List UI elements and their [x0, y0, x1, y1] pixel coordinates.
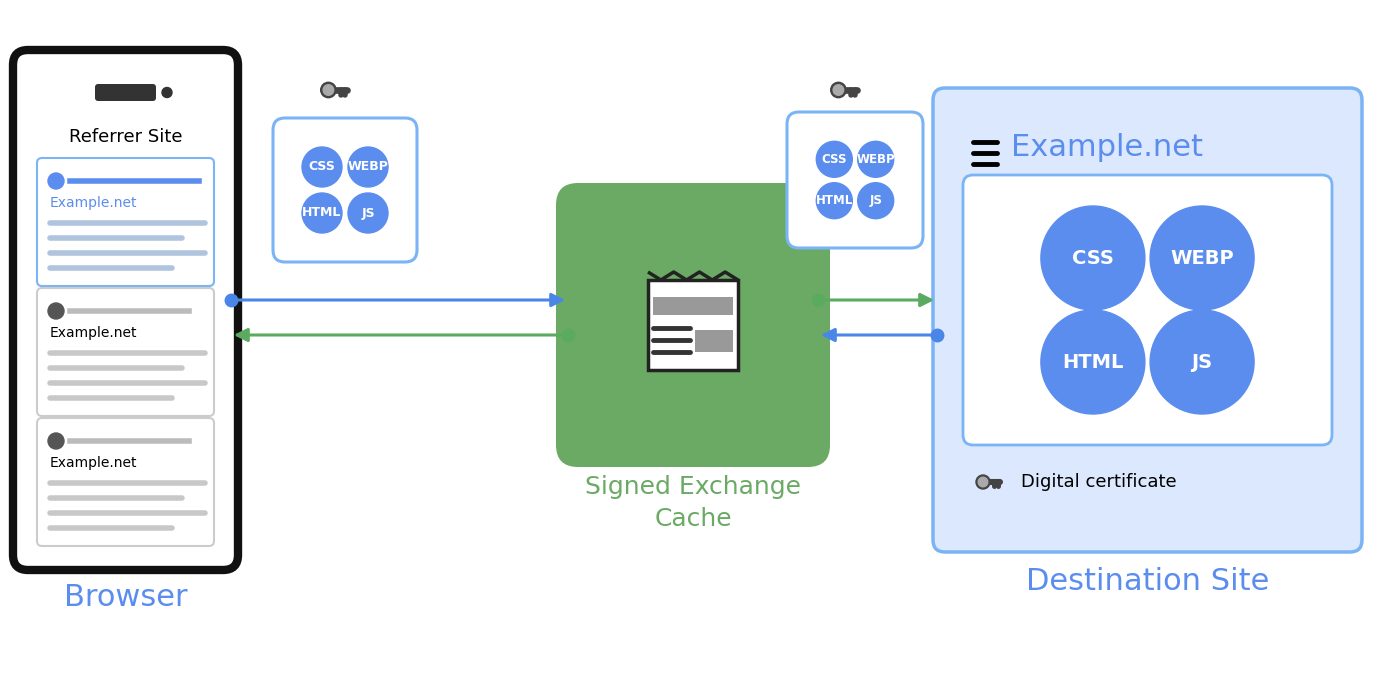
Circle shape	[816, 183, 852, 219]
FancyBboxPatch shape	[787, 112, 923, 248]
Circle shape	[1041, 310, 1145, 414]
Text: JS: JS	[362, 207, 374, 220]
Text: WEBP: WEBP	[857, 153, 895, 166]
Circle shape	[49, 303, 64, 319]
FancyBboxPatch shape	[37, 158, 213, 286]
Circle shape	[858, 183, 894, 219]
FancyBboxPatch shape	[649, 280, 737, 370]
Text: HTML: HTML	[816, 194, 852, 207]
Text: CSS: CSS	[822, 153, 847, 166]
Circle shape	[830, 82, 845, 98]
Circle shape	[348, 147, 388, 187]
Text: Example.net: Example.net	[1010, 133, 1203, 162]
FancyBboxPatch shape	[96, 84, 157, 101]
Circle shape	[1150, 310, 1254, 414]
Text: Destination Site: Destination Site	[1026, 568, 1270, 596]
Text: Example.net: Example.net	[50, 326, 137, 340]
FancyBboxPatch shape	[963, 175, 1332, 445]
FancyBboxPatch shape	[556, 183, 830, 467]
FancyBboxPatch shape	[37, 288, 213, 416]
Circle shape	[976, 475, 990, 489]
FancyBboxPatch shape	[273, 118, 417, 262]
Text: HTML: HTML	[302, 207, 342, 220]
FancyBboxPatch shape	[12, 50, 238, 570]
FancyBboxPatch shape	[37, 418, 213, 546]
Text: Example.net: Example.net	[50, 196, 137, 210]
Circle shape	[979, 477, 988, 487]
Circle shape	[1041, 206, 1145, 310]
Circle shape	[320, 82, 335, 98]
Text: CSS: CSS	[1071, 248, 1114, 267]
Circle shape	[49, 433, 64, 449]
Text: JS: JS	[1192, 352, 1213, 371]
Text: WEBP: WEBP	[348, 160, 388, 173]
Circle shape	[323, 85, 334, 95]
FancyBboxPatch shape	[933, 88, 1362, 552]
FancyBboxPatch shape	[653, 297, 733, 315]
Circle shape	[162, 88, 172, 97]
Circle shape	[1150, 206, 1254, 310]
Text: Referrer Site: Referrer Site	[69, 128, 182, 146]
Text: WEBP: WEBP	[1170, 248, 1234, 267]
Circle shape	[302, 193, 342, 233]
Text: Digital certificate: Digital certificate	[1021, 473, 1177, 491]
Circle shape	[49, 173, 64, 189]
Text: Signed Exchange
Cache: Signed Exchange Cache	[585, 475, 801, 530]
Text: Example.net: Example.net	[50, 456, 137, 470]
Text: CSS: CSS	[309, 160, 335, 173]
Circle shape	[858, 141, 894, 177]
Text: JS: JS	[869, 194, 881, 207]
Circle shape	[302, 147, 342, 187]
Text: Browser: Browser	[64, 583, 187, 611]
Circle shape	[816, 141, 852, 177]
Text: HTML: HTML	[1062, 352, 1124, 371]
FancyBboxPatch shape	[694, 330, 733, 352]
Circle shape	[348, 193, 388, 233]
Circle shape	[833, 85, 844, 95]
